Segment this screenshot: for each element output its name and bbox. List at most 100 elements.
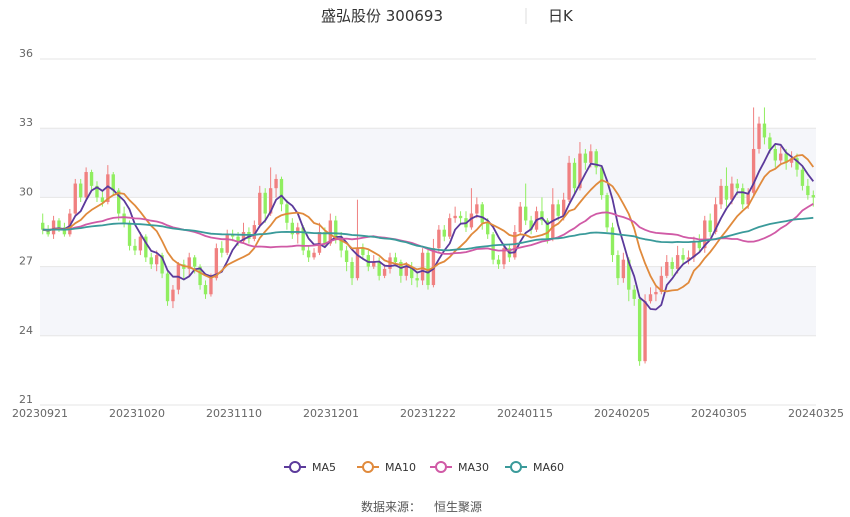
candle — [431, 238, 436, 288]
candle-body — [545, 220, 550, 239]
candle — [95, 181, 99, 203]
candle — [800, 165, 805, 191]
candle-body — [681, 255, 685, 260]
candle-body — [361, 248, 365, 256]
candle — [594, 148, 598, 175]
candle — [648, 287, 653, 304]
candle — [361, 243, 365, 260]
background-band — [40, 128, 816, 198]
candle — [149, 252, 153, 269]
candle-body — [518, 206, 522, 232]
candle-body — [632, 289, 636, 299]
x-tick-label: 20231110 — [206, 407, 262, 420]
candle-body — [469, 213, 474, 228]
candle-body — [610, 227, 615, 256]
candle — [437, 225, 441, 253]
candle-body — [589, 151, 593, 163]
candle — [41, 213, 45, 235]
y-tick-label: 24 — [19, 324, 33, 337]
candle-body — [154, 255, 159, 265]
candle — [621, 252, 626, 283]
candle-body — [209, 278, 213, 295]
legend-item-ma60[interactable]: MA60 — [505, 461, 564, 474]
candle-body — [350, 261, 354, 279]
candle — [502, 243, 506, 269]
candle — [697, 234, 702, 253]
candle-body — [268, 188, 273, 214]
candle-body — [730, 183, 734, 200]
candle-body — [62, 227, 67, 235]
candle-body — [160, 255, 164, 274]
candle-body — [486, 222, 490, 235]
candle-body — [800, 169, 805, 186]
candle-body — [366, 255, 370, 267]
candle — [741, 183, 745, 209]
candle-body — [692, 241, 696, 258]
candle — [719, 178, 723, 209]
candle-body — [51, 220, 56, 235]
candle — [795, 153, 799, 177]
candle-body — [621, 259, 626, 279]
candle — [165, 271, 170, 306]
candle-body — [89, 172, 94, 186]
candle — [263, 188, 267, 223]
candle-body — [426, 252, 430, 286]
candle — [68, 208, 72, 237]
candle — [762, 107, 767, 145]
candle-body — [100, 197, 105, 203]
candle — [355, 199, 360, 281]
candle-body — [382, 268, 387, 276]
ma-line-ma30 — [42, 203, 814, 255]
candle-body — [117, 190, 121, 214]
candle-body — [415, 278, 419, 281]
candle — [610, 222, 615, 262]
legend-item-ma5[interactable]: MA5 — [284, 461, 336, 474]
candle-body — [165, 273, 170, 302]
candle-body — [236, 236, 240, 242]
candle-body — [523, 206, 528, 221]
candle — [73, 178, 77, 216]
candle-body — [448, 218, 452, 237]
x-tick-label: 20240325 — [788, 407, 844, 420]
ma-line-ma5 — [42, 142, 815, 311]
candle — [529, 215, 533, 235]
candle — [654, 285, 658, 302]
candle — [366, 250, 370, 272]
candle-body — [768, 137, 772, 149]
candle — [540, 197, 544, 226]
candle-body — [258, 192, 262, 226]
candle-body — [334, 220, 338, 237]
legend-marker — [289, 461, 301, 473]
candle — [567, 155, 571, 203]
candle-body — [279, 178, 284, 205]
candle — [312, 248, 316, 260]
candle — [724, 167, 729, 207]
candle — [84, 167, 88, 200]
candle-body — [491, 234, 495, 260]
candle-body — [46, 229, 50, 235]
candle-body — [735, 183, 739, 189]
candle-body — [149, 257, 153, 265]
candle — [420, 248, 425, 286]
candle-body — [290, 222, 295, 235]
legend-label: MA10 — [385, 461, 416, 474]
candle-body — [312, 252, 316, 258]
candle-body — [198, 266, 202, 286]
candle-body — [567, 162, 571, 200]
candle — [757, 116, 761, 154]
candle-body — [106, 174, 110, 203]
candle — [301, 225, 305, 256]
candle — [583, 148, 588, 170]
candle-body — [410, 266, 414, 279]
legend-marker — [510, 461, 522, 473]
candle-body — [784, 153, 788, 163]
candle — [258, 185, 262, 228]
legend-item-ma30[interactable]: MA30 — [430, 461, 489, 474]
x-tick-label: 20240115 — [497, 407, 553, 420]
candle-body — [654, 291, 658, 295]
candle — [399, 259, 403, 283]
candle-body — [627, 259, 631, 290]
legend-item-ma10[interactable]: MA10 — [357, 461, 416, 474]
candle-body — [648, 294, 653, 302]
candle-body — [572, 162, 577, 189]
